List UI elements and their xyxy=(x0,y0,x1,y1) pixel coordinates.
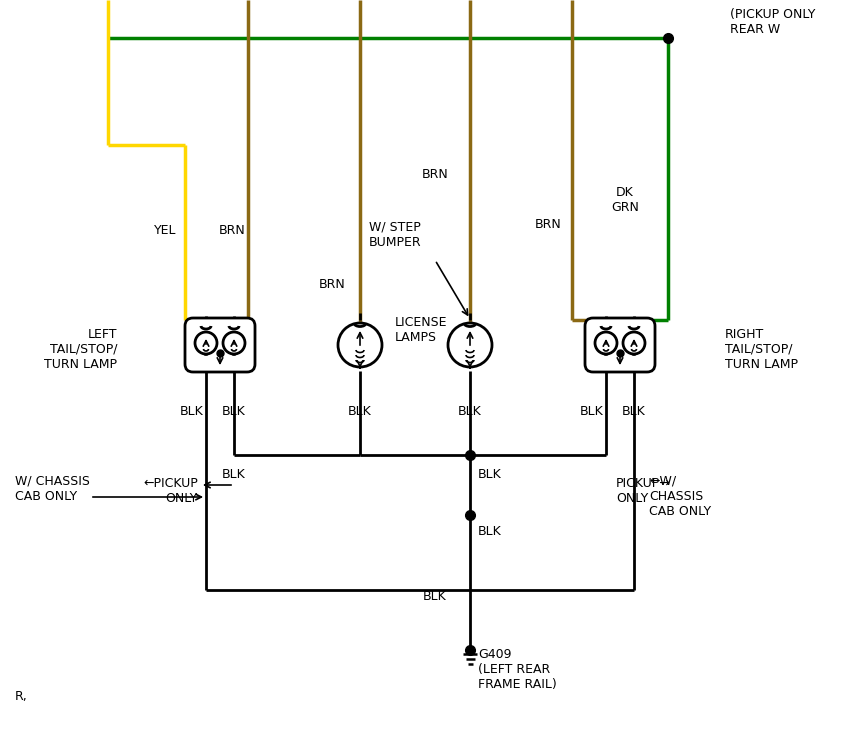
FancyBboxPatch shape xyxy=(585,318,655,372)
FancyBboxPatch shape xyxy=(185,318,255,372)
Text: BLK: BLK xyxy=(222,468,246,481)
Text: DK
GRN: DK GRN xyxy=(611,186,639,214)
Circle shape xyxy=(448,323,492,367)
Text: YEL: YEL xyxy=(154,223,177,236)
Text: BRN: BRN xyxy=(319,278,346,291)
Circle shape xyxy=(223,332,245,354)
Circle shape xyxy=(195,332,217,354)
Text: BRN: BRN xyxy=(218,223,245,236)
Circle shape xyxy=(338,323,382,367)
Circle shape xyxy=(623,332,645,354)
Circle shape xyxy=(595,332,617,354)
Text: LICENSE
LAMPS: LICENSE LAMPS xyxy=(395,316,448,344)
Text: BLK: BLK xyxy=(580,405,604,418)
Text: BLK: BLK xyxy=(458,405,481,418)
Text: ←W/
CHASSIS
CAB ONLY: ←W/ CHASSIS CAB ONLY xyxy=(649,475,711,518)
Text: BLK: BLK xyxy=(222,405,246,418)
Text: RIGHT
TAIL/STOP/
TURN LAMP: RIGHT TAIL/STOP/ TURN LAMP xyxy=(725,328,798,371)
Text: (PICKUP ONLY
REAR W: (PICKUP ONLY REAR W xyxy=(730,8,816,36)
Text: W/ CHASSIS
CAB ONLY: W/ CHASSIS CAB ONLY xyxy=(15,475,90,503)
Text: BLK: BLK xyxy=(348,405,372,418)
Text: BLK: BLK xyxy=(478,468,501,481)
Text: G409
(LEFT REAR
FRAME RAIL): G409 (LEFT REAR FRAME RAIL) xyxy=(478,648,557,691)
Text: W/ STEP
BUMPER: W/ STEP BUMPER xyxy=(369,221,422,249)
Text: LEFT
TAIL/STOP/
TURN LAMP: LEFT TAIL/STOP/ TURN LAMP xyxy=(44,328,117,371)
Text: BLK: BLK xyxy=(180,405,204,418)
Text: R,: R, xyxy=(15,690,28,703)
Text: ←PICKUP
ONLY: ←PICKUP ONLY xyxy=(143,477,198,505)
Text: BRN: BRN xyxy=(534,219,561,231)
Text: BRN: BRN xyxy=(422,169,449,181)
Text: BLK: BLK xyxy=(423,590,447,603)
Text: BLK: BLK xyxy=(478,525,501,538)
Text: BLK: BLK xyxy=(622,405,646,418)
Text: PICKUP→
ONLY: PICKUP→ ONLY xyxy=(616,477,671,505)
